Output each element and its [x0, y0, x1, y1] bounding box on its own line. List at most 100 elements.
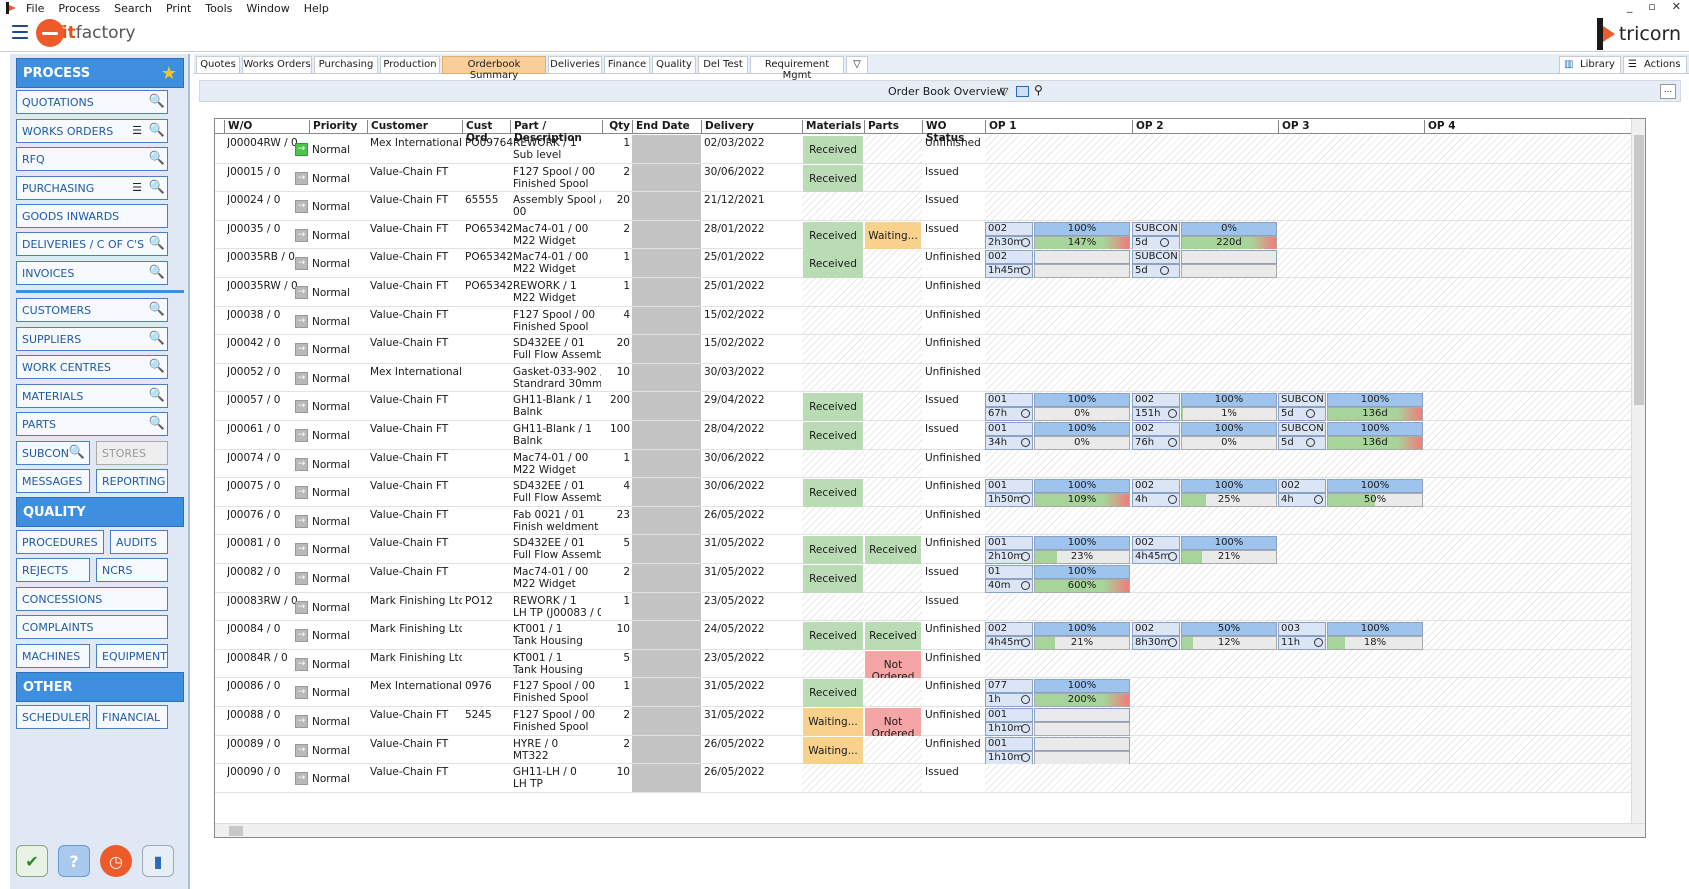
col-qty[interactable]: Qty: [602, 120, 632, 134]
priority-arrow-icon[interactable]: →: [295, 572, 308, 585]
col-op4[interactable]: OP 4: [1424, 120, 1624, 134]
col-wo[interactable]: W/O: [224, 120, 309, 134]
operation-card[interactable]: 003 11h 100% 18%: [1278, 622, 1424, 651]
operation-card[interactable]: 001 1h10m: [985, 708, 1131, 736]
sidebar-item-equipment[interactable]: EQUIPMENT: [96, 644, 168, 668]
priority-arrow-icon[interactable]: →: [295, 200, 308, 214]
sidebar-item-parts[interactable]: PARTS: [16, 412, 168, 436]
sidebar-item-subcon[interactable]: SUBCON: [16, 441, 90, 465]
table-row[interactable]: J00083RW / 0 → Normal Mark Finishing Ltd PO1…: [215, 592, 1645, 622]
search-icon[interactable]: 🔍: [148, 415, 166, 431]
tab-purchasing[interactable]: Purchasing: [314, 56, 378, 74]
priority-arrow-icon[interactable]: →: [295, 657, 308, 671]
wo-number[interactable]: J00088 / 0: [227, 709, 281, 721]
table-row[interactable]: J00035RB / 0 → Normal Value-Chain FT PO65342…: [215, 249, 1645, 279]
minimize-button[interactable]: _: [1626, 0, 1633, 13]
operation-card[interactable]: 002 2h30m 100% 147%: [985, 221, 1131, 250]
wo-number[interactable]: J00057 / 0: [227, 394, 281, 407]
grid-view-icon[interactable]: [1016, 86, 1029, 97]
wo-number[interactable]: J00015 / 0: [227, 165, 281, 178]
process-header[interactable]: PROCESS ★: [16, 58, 184, 88]
sidebar-item-work-centres[interactable]: WORK CENTRES: [16, 355, 168, 379]
tab-deliveries[interactable]: Deliveries: [548, 56, 602, 74]
sidebar-item-deliveries[interactable]: DELIVERIES / C OF C'S: [16, 232, 168, 256]
table-row[interactable]: J00084R / 0 → Normal Mark Finishing Ltd KT00…: [215, 649, 1645, 683]
tab-quality[interactable]: Quality: [652, 56, 696, 74]
priority-arrow-icon[interactable]: →: [295, 514, 308, 528]
restore-button[interactable]: ▫: [1648, 0, 1656, 13]
operation-card[interactable]: 077 1h 100% 200%: [985, 679, 1131, 708]
table-row[interactable]: J00035RW / 0 → Normal Value-Chain FT PO65342…: [215, 278, 1645, 307]
menu-print[interactable]: Print: [165, 1, 192, 15]
wo-number[interactable]: J00076 / 0: [227, 508, 281, 521]
col-priority[interactable]: Priority: [309, 120, 367, 134]
col-op2[interactable]: OP 2: [1132, 120, 1278, 134]
sidebar-item-reporting[interactable]: REPORTING: [96, 469, 168, 493]
sidebar-item-audits[interactable]: AUDITS: [110, 530, 168, 554]
list-icon[interactable]: ☰: [132, 180, 142, 194]
col-delivery[interactable]: Delivery: [701, 120, 802, 134]
sidebar-item-rejects[interactable]: REJECTS: [16, 558, 90, 582]
col-customer[interactable]: Customer: [367, 120, 462, 134]
priority-arrow-icon[interactable]: →: [295, 600, 308, 614]
col-wo-status[interactable]: WO Status: [922, 120, 985, 144]
priority-arrow-icon[interactable]: →: [295, 171, 308, 185]
sidebar-item-works-orders[interactable]: WORKS ORDERS: [16, 119, 168, 143]
operation-card[interactable]: 001 34h 100% 0%: [985, 422, 1131, 450]
operation-card[interactable]: 001 1h10m: [985, 736, 1131, 765]
sidebar-item-financial[interactable]: FINANCIAL: [96, 705, 168, 729]
search-icon[interactable]: 🔍: [148, 179, 166, 195]
sidebar-item-purchasing[interactable]: PURCHASING: [16, 176, 168, 200]
help-icon[interactable]: ?: [58, 845, 90, 877]
wo-number[interactable]: J00004RW / 0: [227, 137, 298, 149]
priority-arrow-icon[interactable]: →: [295, 715, 308, 728]
wo-number[interactable]: J00075 / 0: [227, 480, 281, 493]
more-options-button[interactable]: ...: [1660, 84, 1676, 99]
priority-arrow-icon[interactable]: →: [295, 772, 308, 786]
wo-number[interactable]: J00086 / 0: [227, 680, 281, 693]
sidebar-item-messages[interactable]: MESSAGES: [16, 469, 90, 493]
sidebar-item-scheduler[interactable]: SCHEDULER: [16, 705, 90, 729]
filter-icon[interactable]: ▽: [1000, 85, 1009, 98]
search-icon[interactable]: 🔍: [148, 301, 166, 317]
operation-card[interactable]: 002 76h 100% 0%: [1132, 422, 1278, 450]
timer-icon[interactable]: ◷: [100, 845, 132, 877]
wo-number[interactable]: J00061 / 0: [227, 423, 281, 435]
wo-number[interactable]: J00038 / 0: [227, 308, 281, 321]
sidebar-item-procedures[interactable]: PROCEDURES: [16, 530, 104, 554]
wo-number[interactable]: J00035RB / 0: [227, 251, 295, 264]
sidebar-item-suppliers[interactable]: SUPPLIERS: [16, 327, 168, 351]
priority-arrow-icon[interactable]: →: [295, 257, 308, 271]
operation-card[interactable]: 002 4h 100% 25%: [1132, 479, 1278, 508]
vertical-scrollbar[interactable]: [1631, 119, 1645, 837]
table-row[interactable]: J00038 / 0 → Normal Value-Chain FT F127 Spoo…: [215, 306, 1645, 336]
actions-button[interactable]: ☰ Actions: [1623, 56, 1687, 74]
menu-search[interactable]: Search: [114, 1, 152, 15]
operation-card[interactable]: SUBCON 5d: [1132, 250, 1278, 279]
wo-number[interactable]: J00083RW / 0: [227, 594, 298, 607]
wo-number[interactable]: J00024 / 0: [227, 194, 281, 207]
hamburger-menu-icon[interactable]: [12, 25, 28, 39]
menu-tools[interactable]: Tools: [205, 1, 233, 15]
sidebar-item-ncrs[interactable]: NCRS: [96, 558, 168, 582]
horizontal-scroll-thumb[interactable]: [229, 826, 243, 836]
wo-number[interactable]: J00081 / 0: [227, 537, 281, 550]
table-row[interactable]: J00074 / 0 → Normal Value-Chain FT Mac74-01 …: [215, 449, 1645, 479]
wo-number[interactable]: J00082 / 0: [227, 566, 281, 578]
sidebar-item-goods-inwards[interactable]: GOODS INWARDS: [16, 204, 168, 228]
table-row[interactable]: J00015 / 0 → Normal Value-Chain FT F127 Spoo…: [215, 163, 1645, 193]
operation-card[interactable]: SUBCON 5d 100% 136d: [1278, 422, 1424, 450]
table-row[interactable]: J00090 / 0 → Normal Value-Chain FT GH11-LH /…: [215, 764, 1645, 793]
table-row[interactable]: J00088 / 0 → Normal Value-Chain FT 5245 F127 …: [215, 707, 1645, 740]
operation-card[interactable]: 002 4h45m 100% 21%: [1132, 536, 1278, 565]
operation-card[interactable]: 002 4h 100% 50%: [1278, 479, 1424, 508]
sidebar-item-quotations[interactable]: QUOTATIONS: [16, 90, 168, 114]
priority-arrow-icon[interactable]: →: [295, 143, 308, 156]
star-icon[interactable]: ★: [160, 63, 177, 84]
operation-card[interactable]: 001 1h50m 100% 109%: [985, 479, 1131, 508]
col-part[interactable]: Part / Description: [510, 120, 602, 144]
search-icon[interactable]: 🔍: [148, 358, 166, 374]
operation-card[interactable]: 002 4h45m 100% 21%: [985, 622, 1131, 651]
wo-number[interactable]: J00084 / 0: [227, 623, 281, 636]
